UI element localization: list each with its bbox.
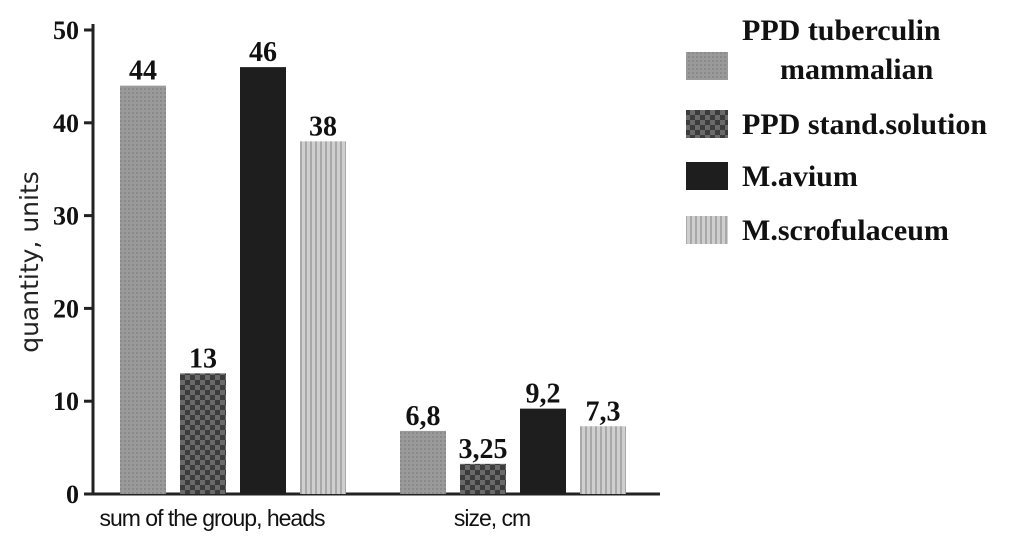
- x-category-label: sum of the group, heads: [99, 505, 325, 531]
- legend-swatch: [686, 110, 728, 138]
- chart-axes: 0 10 20 30 40 50 sum of the group, heads size, …: [53, 16, 660, 531]
- bar: [240, 67, 286, 495]
- y-tick-label: 0: [66, 480, 79, 509]
- bar-value-label: 46: [249, 37, 277, 68]
- chart-legend: PPD tuberculin mammalian PPD stand.solutio…: [686, 14, 987, 247]
- bar: [400, 430, 446, 494]
- bar-value-label: 38: [309, 111, 337, 142]
- bar: [300, 141, 346, 495]
- legend-label: PPD stand.solution: [742, 108, 987, 141]
- legend-label: M.avium: [742, 160, 858, 193]
- y-tick-label: 50: [53, 16, 79, 45]
- legend-swatch: [686, 52, 728, 80]
- y-tick-label: 20: [53, 294, 79, 323]
- bar: [180, 373, 226, 494]
- bar: [120, 85, 166, 495]
- legend-label: M.scrofulaceum: [742, 214, 949, 247]
- legend-label: PPD tuberculin: [742, 14, 941, 47]
- bar-value-label: 44: [129, 56, 157, 87]
- legend-label: mammalian: [780, 53, 934, 86]
- y-axis-title: quantity, units: [15, 171, 44, 353]
- bar: [460, 463, 506, 494]
- bar-value-label: 7,3: [586, 396, 621, 427]
- x-category-label: size, cm: [454, 505, 530, 531]
- bar-value-label: 13: [189, 343, 217, 374]
- bar-value-label: 6,8: [406, 401, 441, 432]
- bar: [580, 426, 626, 494]
- legend-swatch: [686, 162, 728, 190]
- y-tick-label: 10: [53, 387, 79, 416]
- chart-data-labels: 44 6,8 13 3,25 46 9,2 38 7,3: [129, 37, 621, 465]
- legend-swatch: [686, 216, 728, 244]
- chart-bars: [120, 67, 626, 495]
- y-tick-label: 40: [53, 109, 79, 138]
- bar-value-label: 3,25: [459, 434, 508, 465]
- y-tick-label: 30: [53, 202, 79, 231]
- bar-value-label: 9,2: [526, 379, 561, 410]
- bar: [520, 408, 566, 494]
